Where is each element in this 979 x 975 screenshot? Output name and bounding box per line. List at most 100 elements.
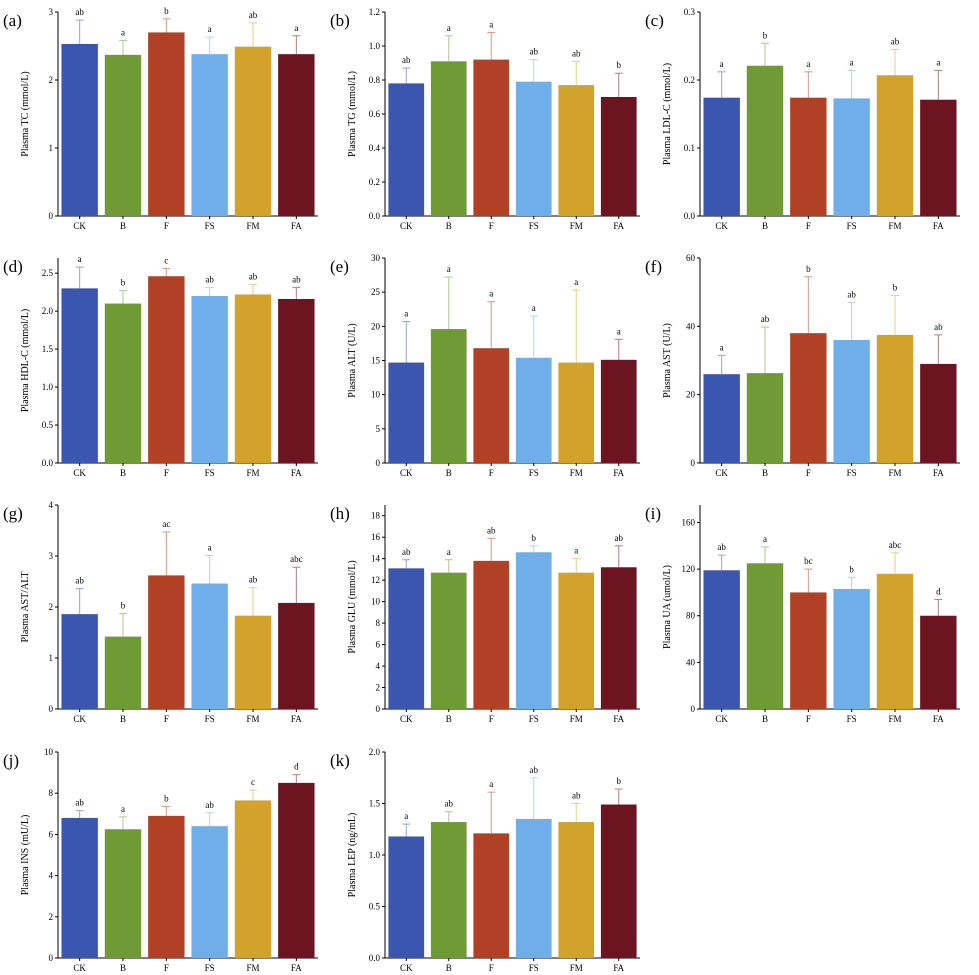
significance-label-F: ab [487,525,496,535]
y-tick-label: 8 [49,788,54,798]
bar-FS [515,552,552,709]
y-tick-label: 20 [371,321,381,331]
x-tick-label-FS: FS [529,221,539,231]
x-tick-label-FA: FA [933,468,944,478]
y-tick-label: 10 [44,747,54,757]
x-tick-label-FA: FA [291,714,302,724]
significance-label-B: a [447,23,451,33]
y-tick-label: 2.0 [42,306,54,316]
y-tick-label: 120 [682,564,696,574]
panel-e: (e) Plasma ALT (U/L) 0 5 10 15 20 25 30 a CK a Ba Fa F… [330,253,640,478]
bar-F [148,32,185,217]
y-tick-label: 4 [376,661,381,671]
y-tick-label: 10 [371,597,381,607]
y-tick-label: 2.5 [42,268,54,278]
bar-B [430,572,467,709]
y-tick-label: 0.5 [369,902,381,912]
bar-FA [600,97,637,216]
x-tick-label-CK: CK [400,221,413,231]
y-tick-label: 2 [49,602,54,612]
x-tick-label-FS: FS [205,714,215,724]
bar-FA [920,99,957,216]
y-axis-title: Plasma LDL-C (mmol/L) [662,63,673,165]
y-axis-title: Plasma ALT (U/L) [347,323,358,397]
bar-FS [833,588,870,709]
x-tick-label-FM: FM [888,714,901,724]
x-tick-label-FM: FM [246,963,259,973]
significance-label-F: b [806,264,811,274]
bar-F [148,575,185,709]
panel-label: (k) [330,751,350,770]
y-tick-label: 40 [686,657,696,667]
significance-label-B: a [447,264,451,274]
x-tick-label-B: B [120,963,126,973]
significance-label-FM: ab [249,10,258,20]
y-tick-label: 40 [686,321,696,331]
significance-label-FS: ab [205,800,214,810]
significance-label-B: b [121,601,126,611]
bar-FA [920,363,957,463]
bar-FS [515,818,552,958]
x-tick-label-F: F [489,963,494,973]
x-tick-label-FM: FM [246,468,259,478]
bar-B [746,373,784,463]
significance-label-FA: ab [292,275,301,285]
significance-label-FS: b [849,564,854,574]
x-tick-label-FS: FS [847,221,857,231]
panel-label: (a) [3,11,22,30]
y-axis-title: Plasma INS (mU/L) [20,815,31,896]
significance-label-FM: a [574,546,578,556]
x-tick-label-B: B [120,221,126,231]
y-tick-label: 4 [49,500,54,510]
significance-label-CK: a [404,309,408,319]
bar-FM [234,800,272,958]
x-tick-label-FM: FM [570,714,583,724]
bar-FS [191,826,228,958]
y-tick-label: 16 [371,532,381,542]
y-tick-label: 6 [376,640,381,650]
bar-B [746,65,784,216]
y-tick-label: 0 [691,458,696,468]
significance-label-CK: a [78,254,82,264]
panel-label: (c) [645,11,664,30]
y-axis-title: Plasma LEP (ng/mL) [347,813,358,898]
bar-FS [515,357,552,463]
significance-label-CK: ab [75,576,84,586]
x-tick-label-B: B [446,963,452,973]
significance-label-FS: ab [530,765,539,775]
y-tick-label: 14 [371,554,381,564]
y-tick-label: 2.0 [369,747,381,757]
significance-label-B: a [447,547,451,557]
x-tick-label-CK: CK [73,468,86,478]
y-tick-label: 1.0 [42,382,54,392]
significance-label-FA: d [294,762,299,772]
bar-F [148,276,185,463]
significance-label-F: a [806,59,810,69]
x-tick-label-FM: FM [570,963,583,973]
y-tick-label: 0.0 [684,211,696,221]
bar-FM [234,615,272,709]
x-tick-label-FA: FA [291,221,302,231]
y-tick-label: 8 [376,618,381,628]
significance-label-B: a [763,534,767,544]
significance-label-F: b [164,794,169,804]
significance-label-FM: ab [572,48,581,58]
bar-B [104,303,142,463]
bar-FA [278,299,315,463]
panel-label: (g) [3,504,23,523]
significance-label-FS: a [850,57,854,67]
significance-label-CK: a [720,59,724,69]
bar-FM [876,75,914,217]
x-tick-label-FS: FS [529,714,539,724]
panel-label: (e) [330,257,349,276]
bar-CK [388,836,425,958]
bar-CK [61,288,98,463]
bar-B [430,822,467,958]
bar-B [430,61,467,216]
x-tick-label-B: B [120,468,126,478]
y-tick-label: 3 [49,7,54,17]
significance-label-F: a [489,19,493,29]
y-axis-title: Plasma TG (mmol/L) [347,71,358,157]
significance-label-CK: ab [402,547,411,557]
bar-B [746,563,784,709]
